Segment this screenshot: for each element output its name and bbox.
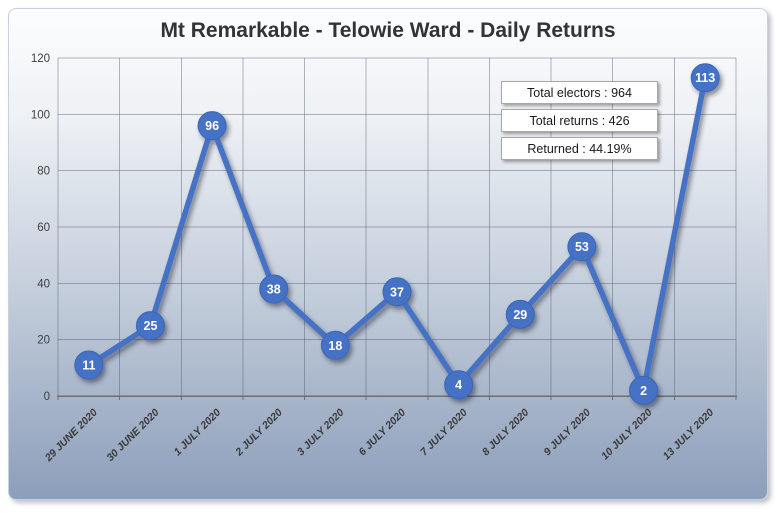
returned-percent-box: Returned : 44.19% bbox=[501, 137, 658, 160]
data-point-value-label: 29 bbox=[513, 308, 527, 322]
x-axis-category-label: 3 JULY 2020 bbox=[295, 407, 347, 459]
total-electors-box: Total electors : 964 bbox=[501, 81, 658, 104]
x-axis-category-label: 13 JULY 2020 bbox=[661, 407, 717, 463]
data-point-value-label: 18 bbox=[328, 339, 342, 353]
chart-frame: Mt Remarkable - Telowie Ward - Daily Ret… bbox=[8, 8, 768, 500]
data-point-marker bbox=[690, 63, 720, 93]
y-axis-tick-label: 60 bbox=[37, 222, 50, 234]
y-axis-tick-label: 80 bbox=[37, 166, 50, 178]
x-axis-category-label: 8 JULY 2020 bbox=[480, 407, 532, 459]
data-point-marker bbox=[74, 350, 104, 380]
data-point-marker bbox=[629, 375, 659, 405]
data-point-value-label: 2 bbox=[640, 384, 647, 398]
x-axis-category-label: 2 JULY 2020 bbox=[233, 407, 285, 459]
total-returns-box: Total returns : 426 bbox=[501, 109, 658, 132]
data-point-value-label: 25 bbox=[144, 319, 158, 333]
x-axis-category-label: 30 JUNE 2020 bbox=[104, 407, 161, 464]
x-axis-category-label: 1 JULY 2020 bbox=[172, 407, 224, 459]
x-axis-category-label: 6 JULY 2020 bbox=[357, 407, 409, 459]
data-labels: 11 25 96 38 18 37 4 29 53 2 113 bbox=[82, 71, 715, 398]
data-point-marker bbox=[444, 370, 474, 400]
data-point-value-label: 38 bbox=[267, 282, 281, 296]
data-point-value-label: 113 bbox=[695, 71, 715, 85]
summary-info-boxes: Total electors : 964 Total returns : 426… bbox=[501, 81, 658, 165]
x-axis-category-label: 7 JULY 2020 bbox=[418, 407, 470, 459]
y-axis-tick-label: 120 bbox=[31, 53, 50, 65]
data-point-value-label: 11 bbox=[82, 359, 95, 373]
x-axis-category-label: 9 JULY 2020 bbox=[541, 407, 593, 459]
y-axis-tick-label: 20 bbox=[37, 335, 50, 347]
y-axis-tick-label: 40 bbox=[37, 278, 50, 290]
data-point-value-label: 53 bbox=[575, 240, 589, 254]
y-axis-tick-label: 0 bbox=[44, 391, 50, 403]
data-point-value-label: 37 bbox=[390, 285, 404, 299]
data-point-marker bbox=[259, 274, 289, 304]
data-point-marker bbox=[505, 299, 535, 329]
x-axis-category-label: 10 JULY 2020 bbox=[599, 407, 655, 463]
data-point-marker bbox=[320, 330, 350, 360]
data-series bbox=[74, 63, 720, 405]
data-point-marker bbox=[567, 232, 597, 262]
data-point-value-label: 96 bbox=[205, 119, 219, 133]
y-axis-tick-label: 100 bbox=[31, 109, 50, 121]
chart-title: Mt Remarkable - Telowie Ward - Daily Ret… bbox=[160, 19, 616, 42]
data-point-marker bbox=[197, 111, 227, 141]
data-point-marker bbox=[135, 311, 165, 341]
x-axis-category-label: 29 JUNE 2020 bbox=[42, 407, 100, 465]
data-point-value-label: 4 bbox=[455, 378, 462, 392]
data-point-marker bbox=[382, 277, 412, 307]
